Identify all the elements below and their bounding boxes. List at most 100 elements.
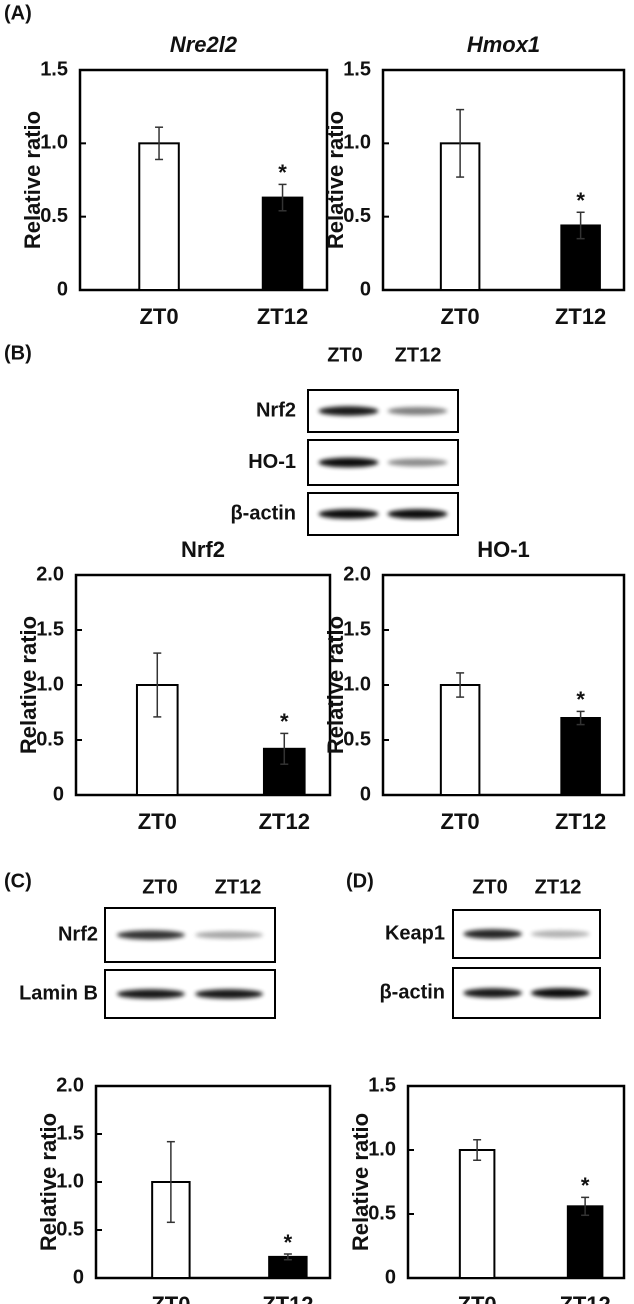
blot-band: [387, 407, 448, 415]
bar: [439, 684, 481, 796]
blot-band: [463, 929, 523, 939]
y-tick-label: 0: [73, 1266, 84, 1288]
chart-title: HO-1: [477, 537, 530, 562]
x-tick-label: ZT0: [458, 1292, 497, 1304]
blot-column-label: ZT0: [142, 876, 178, 898]
bar: [560, 717, 601, 796]
bar: [560, 224, 601, 291]
y-tick-label: 1.5: [40, 58, 68, 80]
y-axis-label: Relative ratio: [20, 111, 45, 249]
y-axis-label: Relative ratio: [323, 616, 348, 754]
plot-frame: [78, 68, 329, 292]
blot-band: [318, 406, 379, 416]
y-tick-label: 2.0: [343, 563, 371, 585]
y-tick-label: 1.5: [368, 1074, 396, 1096]
chart-title: Nre2l2: [170, 32, 238, 57]
y-tick-label: 0: [360, 783, 371, 805]
plot-frame: [381, 68, 626, 292]
panel-label: (D): [346, 870, 374, 892]
x-tick-label: ZT0: [441, 809, 480, 834]
blot-column-label: ZT0: [472, 876, 508, 898]
y-tick-label: 0: [53, 783, 64, 805]
blot-band: [318, 457, 379, 468]
panel-label: (C): [4, 870, 32, 892]
y-tick-label: 0.5: [40, 205, 68, 227]
x-tick-label: ZT12: [262, 1292, 313, 1304]
error-bar: [581, 1196, 590, 1217]
blot-band: [387, 509, 448, 519]
blot-column-label: ZT0: [327, 344, 363, 366]
error-bar: [278, 183, 287, 212]
y-tick-label: 0.5: [343, 728, 371, 750]
y-tick-label: 1.0: [40, 132, 68, 154]
y-tick-label: 1.5: [343, 58, 371, 80]
blot-band: [463, 988, 523, 998]
y-tick-label: 1.0: [343, 673, 371, 695]
blot-band: [116, 930, 185, 940]
panel-label: (B): [4, 342, 32, 364]
plot-frame: [406, 1084, 626, 1280]
error-bar: [473, 1139, 482, 1161]
y-tick-label: 1.5: [36, 618, 64, 640]
blot-column-label: ZT12: [395, 344, 442, 366]
blot-row-label: Nrf2: [256, 399, 296, 421]
blot-row-label: Keap1: [385, 922, 445, 944]
x-tick-label: ZT0: [139, 304, 178, 329]
x-tick-label: ZT12: [559, 1292, 610, 1304]
y-axis-label: Relative ratio: [348, 1113, 373, 1251]
blot-band: [318, 509, 379, 519]
y-axis-label: Relative ratio: [36, 1113, 61, 1251]
blot-row-label: β-actin: [379, 981, 445, 1003]
y-tick-label: 1.0: [368, 1138, 396, 1160]
x-tick-label: ZT12: [259, 809, 310, 834]
error-bar: [153, 652, 162, 718]
significance-mark: *: [576, 687, 585, 712]
blot-row-label: Lamin B: [19, 982, 98, 1004]
error-bar: [576, 710, 585, 726]
y-tick-label: 0: [385, 1266, 396, 1288]
y-axis-label: Relative ratio: [323, 111, 348, 249]
x-tick-label: ZT0: [138, 809, 177, 834]
bar: [566, 1205, 604, 1279]
x-tick-label: ZT0: [441, 304, 480, 329]
panel-label: (A): [4, 2, 32, 24]
y-tick-label: 0.5: [343, 205, 371, 227]
plot-frame: [94, 1084, 332, 1280]
error-bar: [155, 126, 164, 161]
chart-title: Hmox1: [467, 32, 540, 57]
x-tick-label: ZT12: [555, 809, 606, 834]
y-tick-label: 2.0: [36, 563, 64, 585]
significance-mark: *: [284, 1230, 293, 1255]
blot-band: [116, 989, 185, 999]
y-axis-label: Relative ratio: [16, 616, 41, 754]
blot-band: [530, 988, 590, 998]
y-tick-label: 0.5: [368, 1202, 396, 1224]
y-tick-label: 1.0: [56, 1170, 84, 1192]
y-tick-label: 0: [57, 278, 68, 300]
error-bar: [280, 732, 289, 765]
blot-column-label: ZT12: [535, 876, 582, 898]
error-bar: [576, 211, 585, 240]
blot-band: [530, 930, 590, 938]
y-tick-label: 1.0: [36, 673, 64, 695]
y-tick-label: 0.5: [56, 1218, 84, 1240]
significance-mark: *: [278, 160, 287, 185]
error-bar: [283, 1253, 292, 1261]
significance-mark: *: [581, 1173, 590, 1198]
blot-row-label: Nrf2: [58, 923, 98, 945]
blot-column-label: ZT12: [215, 876, 262, 898]
chart-title: Nrf2: [181, 537, 225, 562]
significance-mark: *: [576, 188, 585, 213]
y-tick-label: 1.5: [56, 1122, 84, 1144]
y-tick-label: 2.0: [56, 1074, 84, 1096]
blot-row-label: HO-1: [248, 451, 296, 473]
significance-mark: *: [280, 709, 289, 734]
x-tick-label: ZT12: [555, 304, 606, 329]
y-tick-label: 1.5: [343, 618, 371, 640]
bar: [458, 1149, 496, 1279]
error-bar: [456, 108, 465, 178]
error-bar: [456, 672, 465, 698]
x-tick-label: ZT12: [257, 304, 308, 329]
